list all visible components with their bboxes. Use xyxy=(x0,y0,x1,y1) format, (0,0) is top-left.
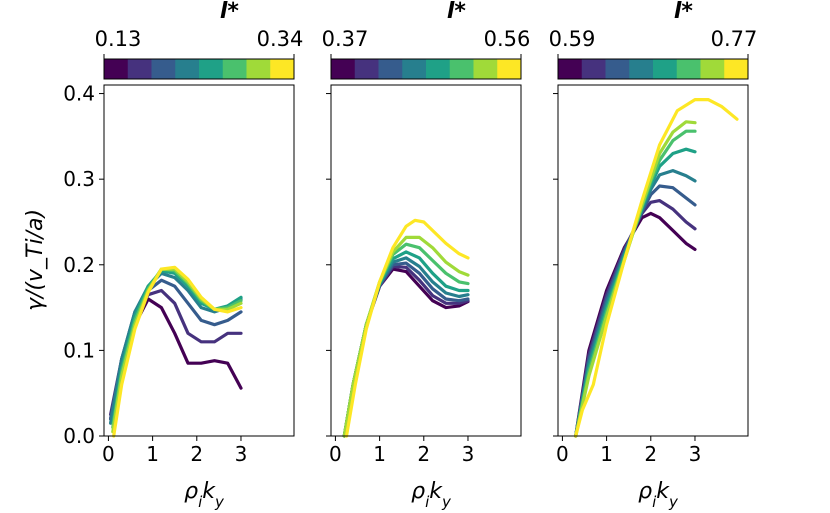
series-line xyxy=(574,98,739,438)
colorbar-segment xyxy=(700,59,725,79)
x-tick-label: 0 xyxy=(102,442,115,466)
colorbar-segment xyxy=(222,59,247,79)
colorbar-frame xyxy=(330,58,522,80)
panel-left: 0.13 0.34 l* 0 1 2 3 0.0 0.1 0.2 0.3 0.4 ρiky xyxy=(63,0,303,511)
y-tick-label: 0.3 xyxy=(63,167,95,191)
ylabel-group: γ/(v_Ti/a) xyxy=(23,209,48,311)
x-tick-label: 0 xyxy=(556,442,569,466)
x-tick-label: 2 xyxy=(190,442,203,466)
series-line xyxy=(109,297,243,421)
y-tick-label: 0.2 xyxy=(63,253,95,277)
colorbar-max-label: 0.77 xyxy=(711,27,758,51)
series-line xyxy=(111,267,243,434)
series-line xyxy=(344,218,470,438)
x-tick-label: 1 xyxy=(146,442,159,466)
x-tick-label: 3 xyxy=(235,442,248,466)
series-line xyxy=(111,267,243,429)
colorbar-min-label: 0.37 xyxy=(322,27,369,51)
colorbar-segment xyxy=(449,59,474,79)
panel-middle: 0.37 0.56 l* 0 1 2 3 ρiky xyxy=(322,0,531,511)
colorbar-segment xyxy=(331,59,356,79)
plot-frame xyxy=(103,84,295,437)
colorbar-segment xyxy=(581,59,606,79)
x-tick-label: 0 xyxy=(329,442,342,466)
series-line xyxy=(574,129,697,438)
colorbar-segment xyxy=(605,59,630,79)
colorbar-title: l* xyxy=(447,0,467,24)
colorbar-segment xyxy=(199,59,224,79)
plot-frame xyxy=(557,84,749,437)
colorbar-segment xyxy=(558,59,583,79)
colorbar-frame xyxy=(557,58,749,80)
colorbar-max-label: 0.56 xyxy=(484,27,531,51)
series-line xyxy=(574,211,697,438)
colorbar-frame xyxy=(103,58,295,80)
series-line xyxy=(574,120,697,438)
x-tick-label: 1 xyxy=(600,442,613,466)
colorbar-segment xyxy=(653,59,678,79)
y-tick-label: 0.0 xyxy=(63,424,95,448)
colorbar-segment xyxy=(629,59,654,79)
colorbar-segment xyxy=(127,59,152,79)
x-axis-label: ρiky xyxy=(184,479,225,511)
x-tick-label: 2 xyxy=(644,442,657,466)
x-axis-label: ρiky xyxy=(411,479,452,511)
colorbar-segment xyxy=(497,59,522,79)
colorbar-segment xyxy=(104,59,129,79)
colorbar-title: l* xyxy=(674,0,694,24)
x-axis-label: ρiky xyxy=(638,479,679,511)
panel-right: 0.59 0.77 l* 0 1 2 3 ρiky xyxy=(549,0,758,511)
x-tick-label: 1 xyxy=(373,442,386,466)
x-tick-label: 3 xyxy=(462,442,475,466)
colorbar-max-label: 0.34 xyxy=(257,27,304,51)
series-line xyxy=(574,169,697,438)
colorbar-segment xyxy=(402,59,427,79)
colorbar-segment xyxy=(354,59,379,79)
plot-frame xyxy=(330,84,522,437)
colorbar-segment xyxy=(676,59,701,79)
colorbar-title: l* xyxy=(220,0,240,24)
colorbar-min-label: 0.13 xyxy=(95,27,142,51)
x-tick-label: 3 xyxy=(689,442,702,466)
colorbar-segment xyxy=(151,59,176,79)
series-line xyxy=(112,265,243,438)
colorbar-segment xyxy=(426,59,451,79)
y-axis-label: γ/(v_Ti/a) xyxy=(23,209,48,311)
colorbar-segment xyxy=(270,59,295,79)
colorbar-segment xyxy=(246,59,271,79)
colorbar-segment xyxy=(378,59,403,79)
colorbar-segment xyxy=(175,59,200,79)
colorbar-segment xyxy=(724,59,749,79)
y-tick-label: 0.1 xyxy=(63,338,95,362)
x-tick-label: 2 xyxy=(417,442,430,466)
colorbar-segment xyxy=(473,59,498,79)
colorbar-min-label: 0.59 xyxy=(549,27,596,51)
y-tick-label: 0.4 xyxy=(63,82,95,106)
